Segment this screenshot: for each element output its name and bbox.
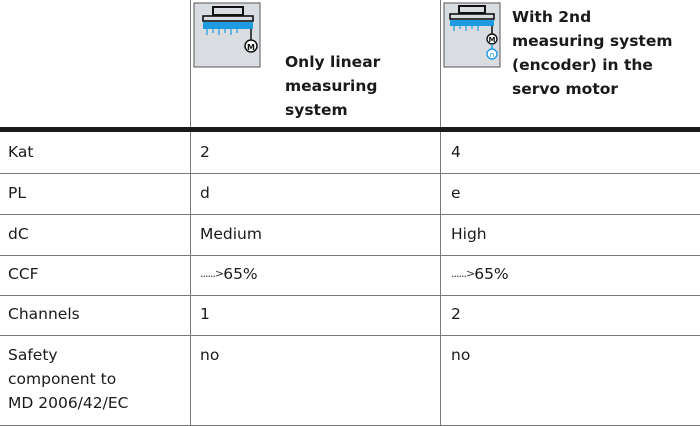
ccf-value: 65% — [223, 265, 258, 283]
linear-axis-motor-icon: M — [193, 2, 261, 68]
row-label: dC — [8, 225, 29, 243]
cell-value: no — [451, 346, 471, 364]
column-header-encoder: With 2nd measuring system (encoder) in t… — [512, 5, 673, 101]
cell-value: Medium — [200, 225, 262, 243]
motor-letter: M — [489, 36, 496, 44]
header-line: (encoder) in the — [512, 56, 653, 74]
header-line: measuring — [285, 77, 378, 95]
cell-value: d — [200, 184, 210, 202]
row-divider — [0, 255, 700, 256]
cell-value: ......>65% — [200, 262, 258, 286]
column-divider — [190, 0, 191, 426]
cell-value: 4 — [451, 143, 461, 161]
encoder-letter: n — [490, 51, 494, 59]
column-divider — [440, 0, 441, 426]
row-label: CCF — [8, 265, 39, 283]
row-label-line: Safety — [8, 346, 58, 364]
cell-value: 1 — [200, 305, 210, 323]
arrow-icon: ......> — [200, 267, 224, 280]
header-line: servo motor — [512, 80, 619, 98]
row-divider — [0, 214, 700, 215]
ccf-value: 65% — [474, 265, 509, 283]
cell-value: High — [451, 225, 487, 243]
cell-value: 2 — [451, 305, 461, 323]
motor-letter: M — [247, 43, 255, 52]
row-label: Kat — [8, 143, 34, 161]
header-line: measuring system — [512, 32, 673, 50]
row-label: Channels — [8, 305, 80, 323]
arrow-icon: ......> — [451, 267, 475, 280]
header-line: With 2nd — [512, 8, 592, 26]
header-line: Only linear — [285, 53, 381, 71]
cell-value: e — [451, 184, 461, 202]
header-line: system — [285, 101, 348, 119]
linear-axis-motor-encoder-icon: M n — [443, 2, 501, 68]
row-divider — [0, 295, 700, 296]
row-label-line: component to — [8, 370, 117, 388]
cell-value: no — [200, 346, 220, 364]
cell-value: 2 — [200, 143, 210, 161]
row-divider — [0, 173, 700, 174]
row-label: Safety component to MD 2006/42/EC — [8, 343, 128, 415]
column-header-linear: Only linear measuring system — [285, 50, 380, 122]
cell-value: ......>65% — [451, 262, 509, 286]
row-divider — [0, 335, 700, 336]
row-label: PL — [8, 184, 26, 202]
row-label-line: MD 2006/42/EC — [8, 394, 129, 412]
header-rule — [0, 127, 700, 132]
